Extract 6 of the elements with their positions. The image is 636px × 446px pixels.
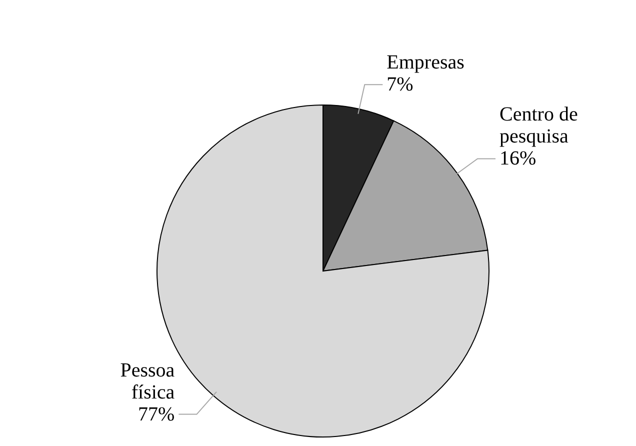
data-label: 77%	[138, 403, 175, 426]
slice-label: Pessoa física	[120, 359, 175, 404]
slice-label: Centro de pesquisa	[500, 104, 578, 148]
slice-label: Empresas	[386, 52, 465, 74]
data-label: 16%	[500, 148, 536, 170]
data-label: 7%	[386, 74, 414, 96]
